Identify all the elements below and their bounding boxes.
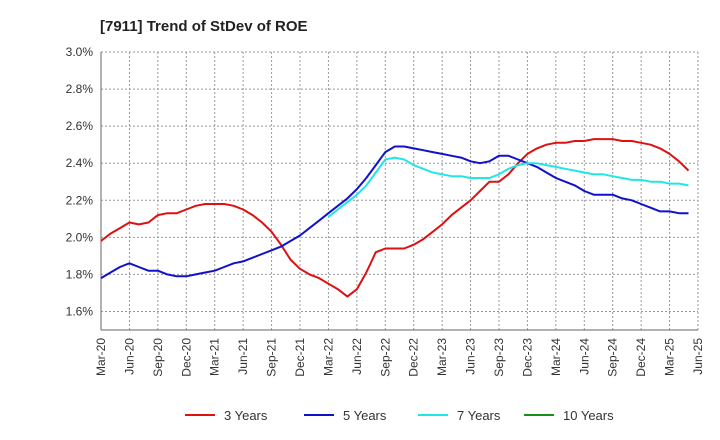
y-tick-label: 2.8% (66, 82, 94, 96)
series-line-5-years (100, 145, 689, 279)
x-tick-label: Dec-23 (520, 338, 534, 377)
legend-label-7-years: 7 Years (457, 408, 501, 423)
chart-title: [7911] Trend of StDev of ROE (100, 18, 308, 35)
x-tick-label: Mar-22 (321, 338, 335, 376)
x-tick-label: Jun-25 (691, 338, 705, 375)
legend-label-10-years: 10 Years (563, 408, 614, 423)
x-tick-label: Mar-24 (549, 338, 563, 376)
x-tick-label: Sep-23 (492, 338, 506, 377)
y-tick-label: 1.6% (66, 304, 94, 318)
x-tick-label: Jun-20 (122, 338, 136, 375)
x-tick-label: Mar-25 (663, 338, 677, 376)
x-tick-label: Jun-21 (236, 338, 250, 375)
x-tick-label: Jun-24 (577, 338, 591, 375)
x-tick-label: Dec-21 (293, 338, 307, 377)
series-line-7-years (327, 156, 689, 218)
y-tick-label: 1.8% (66, 267, 94, 281)
legend-label-5-years: 5 Years (343, 408, 387, 423)
series-line-3-years (100, 138, 690, 298)
y-tick-label: 3.0% (66, 45, 94, 59)
y-tick-label: 2.0% (66, 230, 94, 244)
x-tick-label: Mar-21 (208, 338, 222, 376)
legend: 3 Years 5 Years 7 Years 10 Years (185, 408, 614, 423)
x-tick-label: Sep-24 (606, 338, 620, 377)
grid (100, 51, 699, 330)
x-tick-label: Sep-21 (265, 338, 279, 377)
x-tick-label: Jun-22 (350, 338, 364, 375)
x-tick-label: Mar-20 (94, 338, 108, 376)
x-tick-label: Dec-20 (179, 338, 193, 377)
y-tick-label: 2.4% (66, 156, 94, 170)
legend-label-3-years: 3 Years (224, 408, 268, 423)
x-tick-label: Mar-23 (435, 338, 449, 376)
series-lines (100, 138, 690, 298)
x-tick-label: Sep-22 (378, 338, 392, 377)
y-tick-label: 2.6% (66, 119, 94, 133)
axes: 1.6% 1.8% 2.0% 2.2% 2.4% 2.6% 2.8% 3.0% Mar-20 Ju… (66, 45, 705, 377)
x-tick-label: Dec-22 (407, 338, 421, 377)
x-tick-label: Dec-24 (634, 338, 648, 377)
x-tick-label: Jun-23 (464, 338, 478, 375)
plot-area (101, 52, 698, 330)
x-tick-label: Sep-20 (151, 338, 165, 377)
y-tick-label: 2.2% (66, 193, 94, 207)
